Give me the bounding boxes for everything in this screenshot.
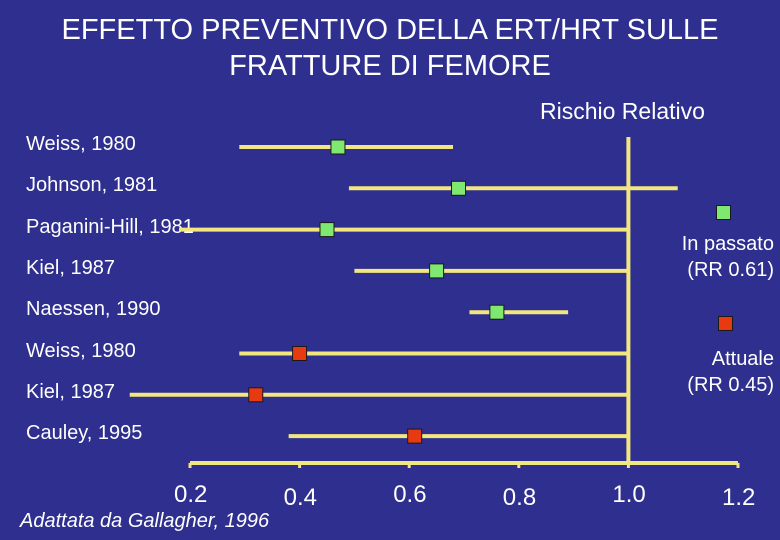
- legend-current-text: Attuale (RR 0.45): [687, 346, 774, 398]
- study-label: Weiss, 1980: [26, 339, 136, 362]
- chart-title: EFFETTO PREVENTIVO DELLA ERT/HRT SULLE F…: [0, 12, 780, 84]
- point-estimate: [429, 263, 445, 279]
- x-tick-label: 1.0: [612, 481, 646, 508]
- legend-past-marker: [716, 205, 731, 220]
- study-label: Kiel, 1987: [26, 380, 115, 403]
- title-line-2: FRATTURE DI FEMORE: [229, 50, 551, 82]
- title-line-1: EFFETTO PREVENTIVO DELLA ERT/HRT SULLE: [61, 14, 719, 46]
- study-label: Kiel, 1987: [26, 256, 115, 279]
- study-label: Cauley, 1995: [26, 422, 143, 445]
- x-tick-label: 0.2: [174, 481, 208, 508]
- point-estimate: [407, 428, 423, 444]
- x-tick-label: 0.8: [502, 484, 537, 511]
- legend-current-marker: [718, 316, 733, 331]
- point-estimate: [451, 180, 467, 196]
- point-estimate: [292, 346, 308, 361]
- rr-axis-label: Rischio Relativo: [540, 98, 705, 124]
- legend-past-text: In passato (RR 0.61): [682, 231, 774, 283]
- x-tick-label: 0.4: [283, 484, 317, 511]
- legend-past-line1: In passato: [681, 233, 774, 255]
- study-label: Weiss, 1980: [26, 133, 136, 155]
- x-tick-label: 1.2: [722, 484, 756, 511]
- study-label: Paganini-Hill, 1981: [26, 215, 194, 238]
- legend-past-line2: (RR 0.61): [687, 259, 774, 281]
- source-note: Adattata da Gallagher, 1996: [20, 510, 270, 532]
- study-label: Johnson, 1981: [26, 174, 158, 197]
- point-estimate: [489, 304, 505, 320]
- point-estimate: [330, 139, 346, 155]
- legend-current-line1: Attuale: [711, 348, 774, 370]
- x-tick-label: 0.6: [393, 481, 427, 508]
- study-label: Naessen, 1990: [26, 298, 161, 321]
- legend-current-line2: (RR 0.45): [687, 374, 774, 396]
- point-estimate: [248, 387, 264, 403]
- point-estimate: [319, 222, 335, 238]
